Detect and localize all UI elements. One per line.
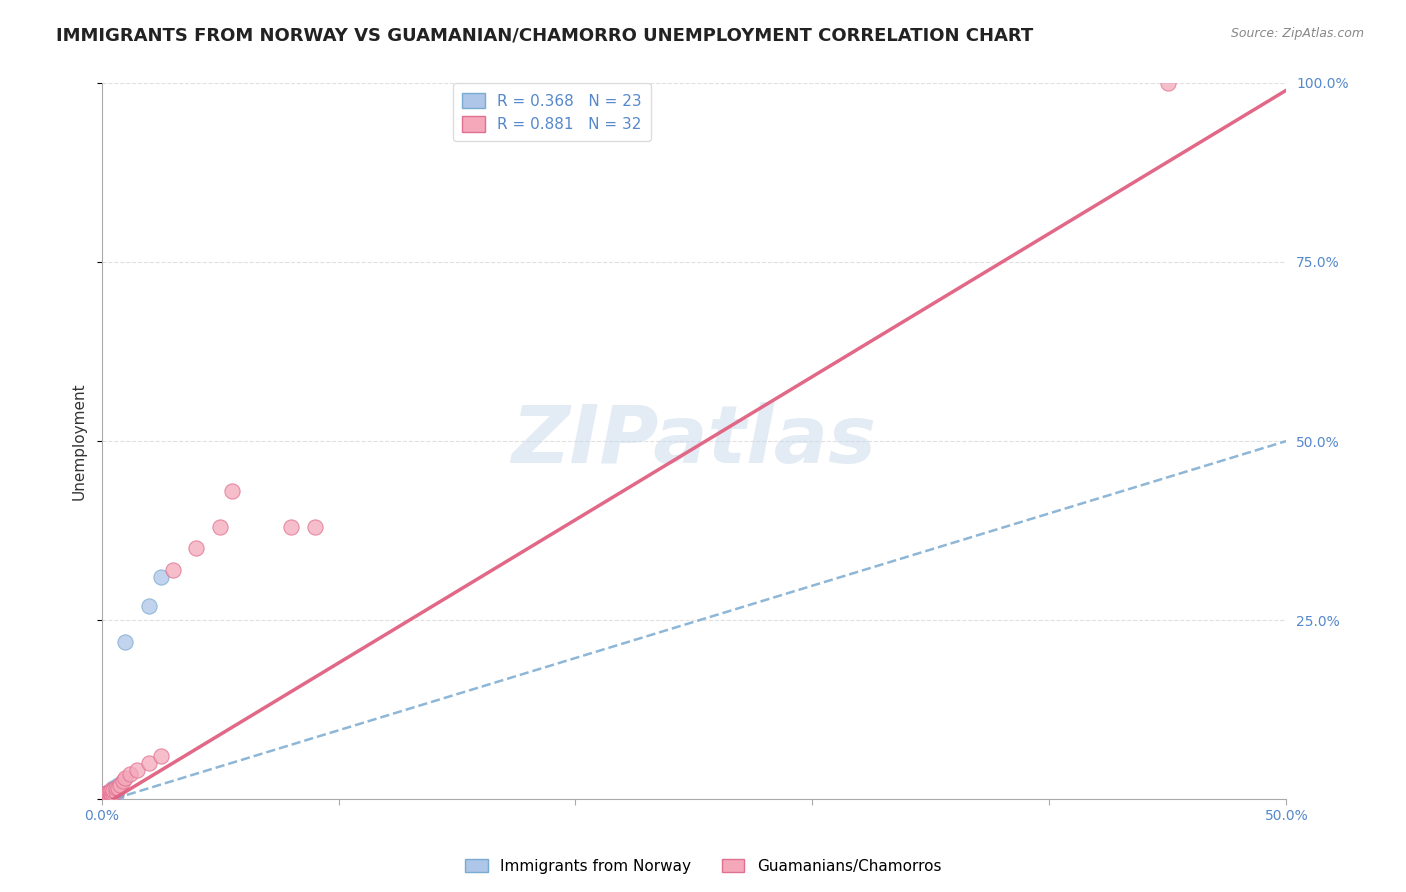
Point xyxy=(107,778,129,792)
Point xyxy=(104,789,127,803)
Point xyxy=(103,783,125,797)
Point xyxy=(114,771,136,785)
Point xyxy=(104,785,127,799)
Point xyxy=(162,563,184,577)
Point xyxy=(97,786,120,800)
Legend: Immigrants from Norway, Guamanians/Chamorros: Immigrants from Norway, Guamanians/Chamo… xyxy=(458,853,948,880)
Point xyxy=(103,789,125,803)
Point xyxy=(104,785,127,799)
Text: ZIPatlas: ZIPatlas xyxy=(512,402,876,480)
Point xyxy=(186,541,208,556)
Point xyxy=(100,786,122,800)
Text: Source: ZipAtlas.com: Source: ZipAtlas.com xyxy=(1230,27,1364,40)
Point xyxy=(103,781,125,796)
Point xyxy=(96,789,118,803)
Legend: R = 0.368   N = 23, R = 0.881   N = 32: R = 0.368 N = 23, R = 0.881 N = 32 xyxy=(453,84,651,141)
Point xyxy=(100,789,122,803)
Point xyxy=(221,484,243,499)
Point xyxy=(107,781,129,796)
Point xyxy=(100,785,122,799)
Y-axis label: Unemployment: Unemployment xyxy=(72,382,86,500)
Point xyxy=(93,789,115,803)
Point xyxy=(118,767,141,781)
Point xyxy=(93,790,115,805)
Point xyxy=(100,788,122,802)
Text: IMMIGRANTS FROM NORWAY VS GUAMANIAN/CHAMORRO UNEMPLOYMENT CORRELATION CHART: IMMIGRANTS FROM NORWAY VS GUAMANIAN/CHAM… xyxy=(56,27,1033,45)
Point xyxy=(103,786,125,800)
Point xyxy=(111,774,134,789)
Point xyxy=(97,788,120,802)
Point xyxy=(100,789,122,804)
Point xyxy=(96,792,118,806)
Point xyxy=(149,570,172,584)
Point xyxy=(104,781,127,796)
Point xyxy=(93,792,115,806)
Point xyxy=(138,756,160,771)
Point xyxy=(149,749,172,764)
Point xyxy=(110,778,132,792)
Point xyxy=(97,790,120,805)
Point xyxy=(114,634,136,648)
Point xyxy=(97,785,120,799)
Point xyxy=(1157,76,1180,90)
Point xyxy=(304,520,326,534)
Point xyxy=(208,520,231,534)
Point xyxy=(125,764,148,778)
Point xyxy=(93,789,115,804)
Point xyxy=(97,789,120,804)
Point xyxy=(96,790,118,805)
Point xyxy=(96,786,118,800)
Point xyxy=(93,788,115,802)
Point xyxy=(100,783,122,797)
Point xyxy=(103,786,125,800)
Point xyxy=(93,790,115,805)
Point xyxy=(138,599,160,613)
Point xyxy=(96,786,118,800)
Point xyxy=(96,789,118,803)
Point xyxy=(96,789,118,804)
Point xyxy=(97,789,120,803)
Point xyxy=(280,520,302,534)
Point xyxy=(93,789,115,804)
Point xyxy=(93,792,115,806)
